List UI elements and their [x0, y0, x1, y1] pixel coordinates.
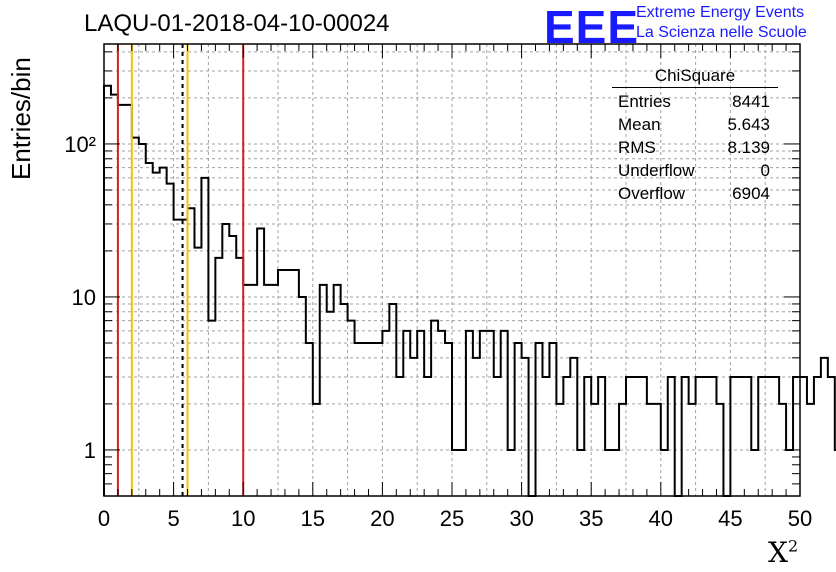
stats-label: Underflow	[618, 161, 695, 180]
stats-row: Entries 8441	[612, 90, 778, 113]
x-tick-label: 15	[301, 506, 325, 531]
stats-label: Overflow	[618, 184, 686, 203]
x-tick-label: 50	[788, 506, 812, 531]
y-tick-label: 10	[72, 285, 96, 310]
stats-label: Entries	[618, 92, 671, 111]
histogram-outline	[103, 84, 836, 497]
y-tick-label: 1	[84, 438, 96, 463]
y-tick-label: 10²	[64, 132, 96, 157]
x-tick-label: 20	[370, 506, 394, 531]
x-tick-label: 10	[231, 506, 255, 531]
x-tick-label: 5	[167, 506, 179, 531]
stats-value: 6904	[732, 184, 770, 203]
x-axis-label-base: X	[768, 536, 788, 569]
x-tick-label: 30	[509, 506, 533, 531]
x-tick-label: 0	[98, 506, 110, 531]
stats-row: Underflow 0	[612, 159, 778, 182]
stats-row: Mean 5.643	[612, 113, 778, 136]
stats-row: Overflow 6904	[612, 182, 778, 205]
stats-label: RMS	[618, 138, 656, 157]
stats-row: RMS 8.139	[612, 136, 778, 159]
x-tick-label: 40	[649, 506, 673, 531]
y-axis-label: Entries/bin	[6, 57, 36, 180]
x-tick-label: 45	[718, 506, 742, 531]
eee-logo: EEE	[544, 1, 640, 53]
x-tick-label: 25	[440, 506, 464, 531]
stats-title: ChiSquare	[612, 66, 778, 88]
x-axis-label-exponent: 2	[787, 536, 799, 556]
logo-caption-line1: Extreme Energy Events	[636, 4, 805, 21]
stats-value: 0	[760, 161, 770, 180]
logo-caption-line2: La Scienza nelle Scuole	[636, 24, 807, 41]
stats-value: 8.139	[727, 138, 770, 157]
x-tick-label: 35	[579, 506, 603, 531]
stats-box: ChiSquare Entries 8441 Mean 5.643 RMS 8.139…	[612, 66, 778, 205]
stats-value: 8441	[732, 92, 770, 111]
x-axis-label: X2	[768, 536, 798, 569]
stats-label: Mean	[618, 115, 661, 134]
stats-value: 5.643	[727, 115, 770, 134]
chart-title: LAQU-01-2018-04-10-00024	[84, 10, 390, 37]
